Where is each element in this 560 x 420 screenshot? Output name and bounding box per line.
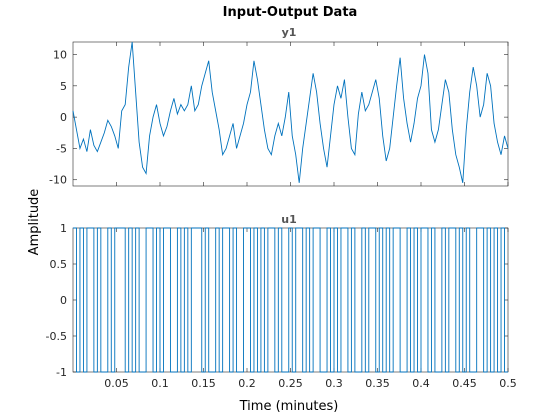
x-tick-label: 0.25 [278, 377, 303, 390]
y-axis-label: Amplitude [27, 189, 42, 256]
x-tick-label: 0.3 [325, 377, 343, 390]
axes-title-u1: u1 [281, 213, 297, 226]
y-tick-label: 0 [60, 111, 67, 124]
y-ticks-u1: 1 0.5 0 -0.5 -1 [46, 222, 508, 379]
x-tick-label: 0.2 [238, 377, 256, 390]
axes-title-y1: y1 [282, 26, 297, 39]
y-tick-label: 0 [60, 294, 67, 307]
y-tick-label: -5 [56, 142, 67, 155]
y1-trace [72, 41, 509, 183]
x-axis-label: Time (minutes) [239, 399, 339, 414]
x-tick-label: 0.1 [151, 377, 169, 390]
figure-title: Input-Output Data [223, 5, 358, 20]
u1-trace [73, 227, 508, 373]
x-tick-label: 0.35 [365, 377, 390, 390]
y-tick-label: 10 [53, 49, 67, 62]
x-tick-label: 0.5 [499, 377, 517, 390]
x-ticks-y1 [116, 42, 509, 186]
plot-area-u1 [72, 227, 509, 373]
y-ticks-y1: 10 5 0 -5 -10 [49, 49, 508, 187]
x-tick-label: 0.45 [452, 377, 477, 390]
axes-y1: y1 10 5 0 -5 -10 [49, 26, 509, 187]
y-tick-label: -1 [56, 366, 67, 379]
y-tick-label: 1 [60, 222, 67, 235]
y-tick-label: -0.5 [46, 330, 67, 343]
y-tick-label: -10 [49, 174, 67, 187]
x-tick-label: 0.05 [104, 377, 129, 390]
y-tick-label: 0.5 [50, 258, 68, 271]
x-ticks-u1: 0.05 0.1 0.15 0.2 0.25 0.3 0.35 0.4 0.45 0.5 [104, 228, 517, 390]
x-tick-label: 0.4 [412, 377, 430, 390]
x-tick-label: 0.15 [191, 377, 216, 390]
y-tick-label: 5 [60, 80, 67, 93]
axes-u1: u1 1 0.5 0 -0.5 -1 0.05 0.1 0.15 0.2 0.25 0.3 0.35… [46, 213, 517, 390]
